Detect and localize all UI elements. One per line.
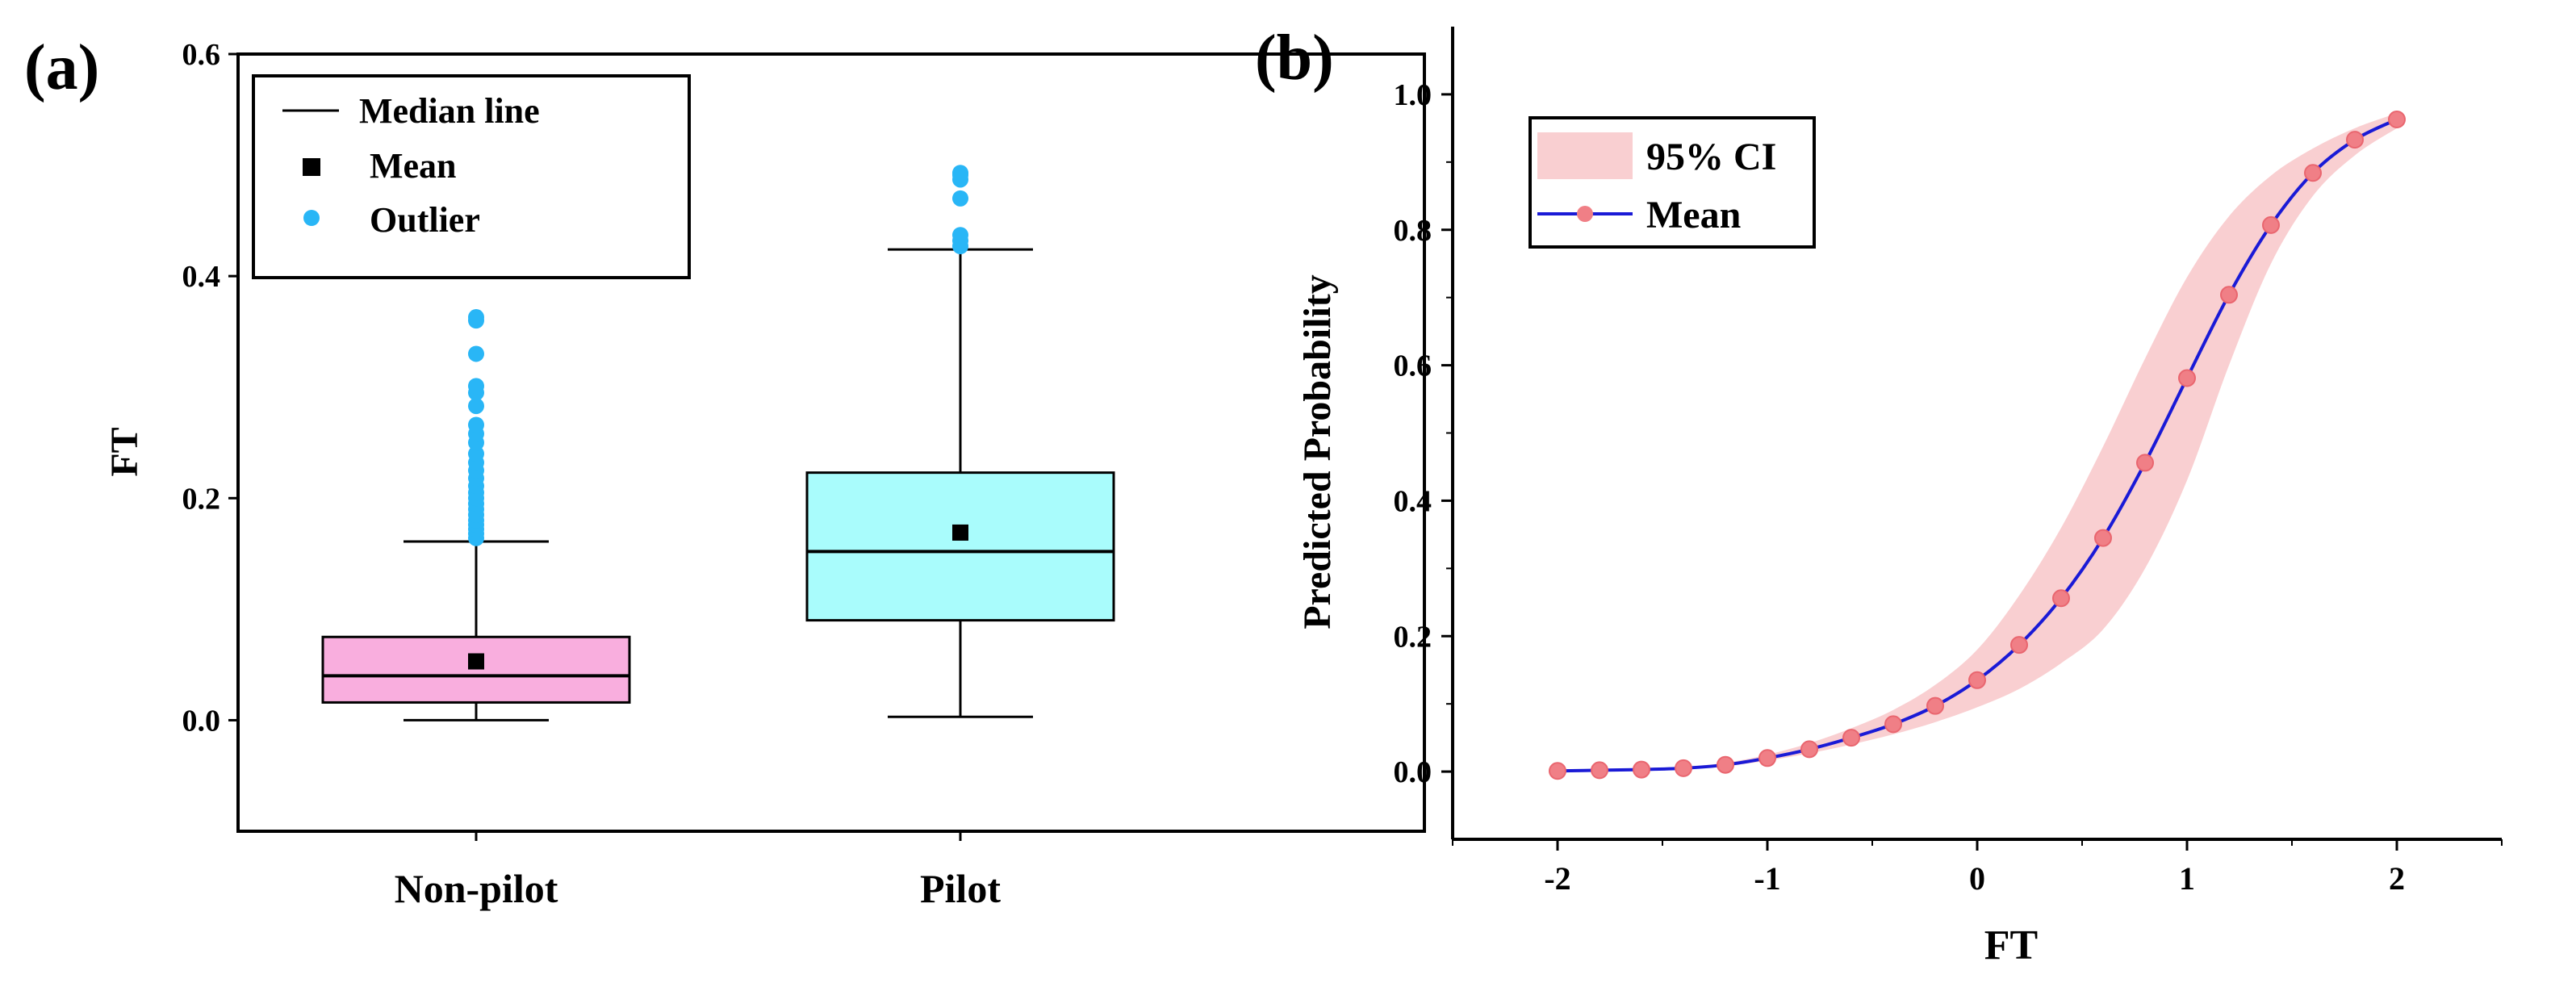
outlier-point [952, 190, 968, 207]
mean-point [2346, 131, 2364, 149]
y-tick-label: 0.6 [182, 38, 221, 72]
mean-point [1591, 761, 1608, 780]
boxplot-plot-area [321, 165, 1115, 721]
panel-b-label: (b) [1255, 23, 1334, 94]
box-group-pilot [805, 165, 1115, 718]
x-tick-label: 2 [2389, 860, 2405, 897]
boxplot-x-axis: Non-pilot Pilot [395, 831, 1001, 911]
y-tick-label: 0.4 [1394, 484, 1432, 518]
x-tick-label: 1 [2179, 860, 2195, 897]
mean-point [2136, 454, 2154, 472]
mean-point [2304, 164, 2322, 182]
legend-ci-label: 95% CI [1646, 136, 1776, 178]
x-tick-label: Non-pilot [395, 866, 558, 911]
mean-point [2262, 215, 2280, 234]
outlier-point [468, 345, 484, 362]
outlier-point [468, 445, 484, 462]
probability-legend: 95% CI Mean [1528, 116, 1816, 249]
legend-outlier-dot-icon [303, 210, 320, 226]
probability-axes: 0.0 0.2 0.4 0.6 0.8 1.0 -2 -1 0 1 2 [1394, 27, 2503, 897]
probability-x-label: FT [1984, 922, 2038, 968]
mean-point [1926, 696, 1944, 715]
mean-point [2010, 636, 2028, 655]
mean-point [1633, 760, 1650, 779]
probability-plot-area [1549, 110, 2406, 780]
y-tick-label: 0.8 [1394, 214, 1432, 248]
boxplot-legend: Median line Mean Outlier [252, 74, 691, 279]
outlier-point [468, 398, 484, 415]
mean-marker [468, 653, 484, 670]
probability-chart: 0.0 0.2 0.4 0.6 0.8 1.0 -2 -1 0 1 2 FT Predicted P… [1296, 27, 2503, 968]
y-tick-label: 0.2 [1394, 620, 1432, 654]
probability-y-label: Predicted Probability [1296, 274, 1339, 629]
iqr-box [805, 471, 1115, 622]
x-tick-label: Pilot [920, 866, 1001, 911]
mean-point [1717, 755, 1734, 774]
mean-point [2178, 369, 2196, 387]
boxplot-frame [236, 52, 1426, 833]
outlier-point [952, 227, 968, 244]
mean-point [1842, 729, 1860, 747]
mean-marker [952, 524, 968, 541]
y-tick-label: 1.0 [1394, 78, 1432, 112]
boxplot-y-axis: 0.0 0.2 0.4 0.6 [182, 38, 238, 738]
x-tick-label: -2 [1544, 860, 1570, 897]
legend-mean-marker-icon [1577, 206, 1593, 222]
iqr-box [321, 635, 631, 704]
outlier-point [952, 165, 968, 182]
legend-mean-label: Mean [370, 146, 457, 186]
x-tick-label: 0 [1969, 860, 1985, 897]
y-tick-label: 0.0 [1394, 755, 1432, 789]
boxplot-chart: 0.0 0.2 0.4 0.6 Non-pilot Pilot FT Median li… [103, 38, 1426, 911]
mean-point [1549, 762, 1566, 780]
mean-point [1758, 749, 1776, 767]
mean-point [2052, 589, 2070, 608]
legend-median-label: Median line [359, 91, 540, 131]
mean-point [2094, 529, 2112, 547]
mean-point [2220, 286, 2238, 304]
legend-outlier-label: Outlier [370, 200, 480, 240]
y-tick-label: 0.4 [182, 260, 221, 294]
mean-point [2388, 110, 2406, 128]
legend-mean-square-icon [303, 158, 320, 176]
x-tick-label: -1 [1754, 860, 1780, 897]
ci-band [1558, 113, 2397, 772]
y-tick-label: 0.6 [1394, 349, 1432, 383]
legend-mean-line-label: Mean [1646, 194, 1741, 236]
mean-point [1675, 759, 1692, 777]
outlier-point [468, 309, 484, 326]
y-tick-label: 0.0 [182, 704, 221, 738]
mean-point [1800, 740, 1818, 759]
outlier-point [468, 416, 484, 433]
legend-ci-swatch-icon [1537, 132, 1633, 179]
mean-point [1968, 671, 1986, 689]
y-tick-label: 0.2 [182, 482, 221, 516]
panel-a-label: (a) [24, 32, 99, 103]
outlier-point [468, 378, 484, 395]
mean-point [1884, 715, 1902, 734]
box-group-nonpilot [321, 309, 631, 721]
boxplot-y-label: FT [103, 427, 146, 476]
